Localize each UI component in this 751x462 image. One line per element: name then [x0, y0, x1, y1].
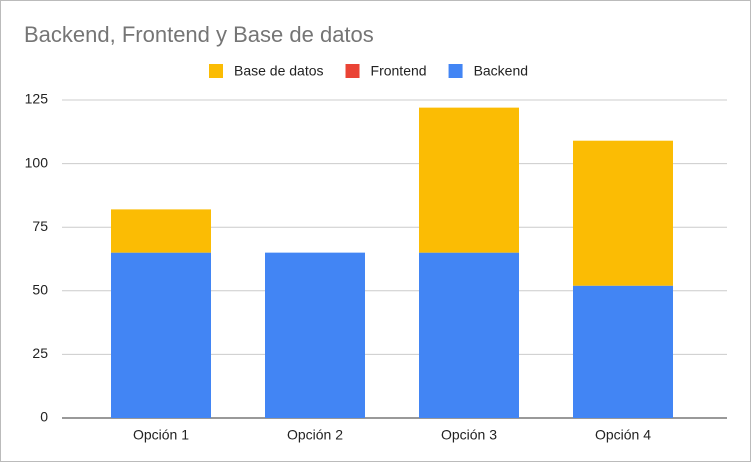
chart-title: Backend, Frontend y Base de datos	[24, 22, 374, 47]
legend-swatch	[345, 64, 360, 78]
legend-label: Backend	[474, 63, 528, 79]
x-tick-label: Opción 2	[287, 427, 343, 443]
y-tick-label: 125	[25, 91, 49, 107]
bar-segment	[265, 252, 365, 418]
bar-segment	[573, 285, 673, 418]
x-tick-label: Opción 4	[595, 427, 651, 443]
legend-label: Frontend	[371, 63, 427, 79]
bar-segment	[419, 107, 519, 253]
y-tick-label: 0	[40, 409, 48, 425]
legend-swatch	[448, 64, 463, 78]
x-tick-label: Opción 3	[441, 427, 497, 443]
y-tick-label: 25	[32, 345, 48, 361]
y-tick-label: 50	[32, 282, 48, 298]
legend-label: Base de datos	[234, 63, 324, 79]
bar-segment	[419, 252, 519, 418]
bar-segment	[111, 252, 211, 418]
x-tick-label: Opción 1	[133, 427, 189, 443]
bar-segment	[111, 209, 211, 253]
y-tick-label: 75	[32, 218, 48, 234]
y-tick-label: 100	[25, 154, 49, 170]
bar-segment	[573, 140, 673, 286]
legend-swatch	[209, 64, 223, 78]
